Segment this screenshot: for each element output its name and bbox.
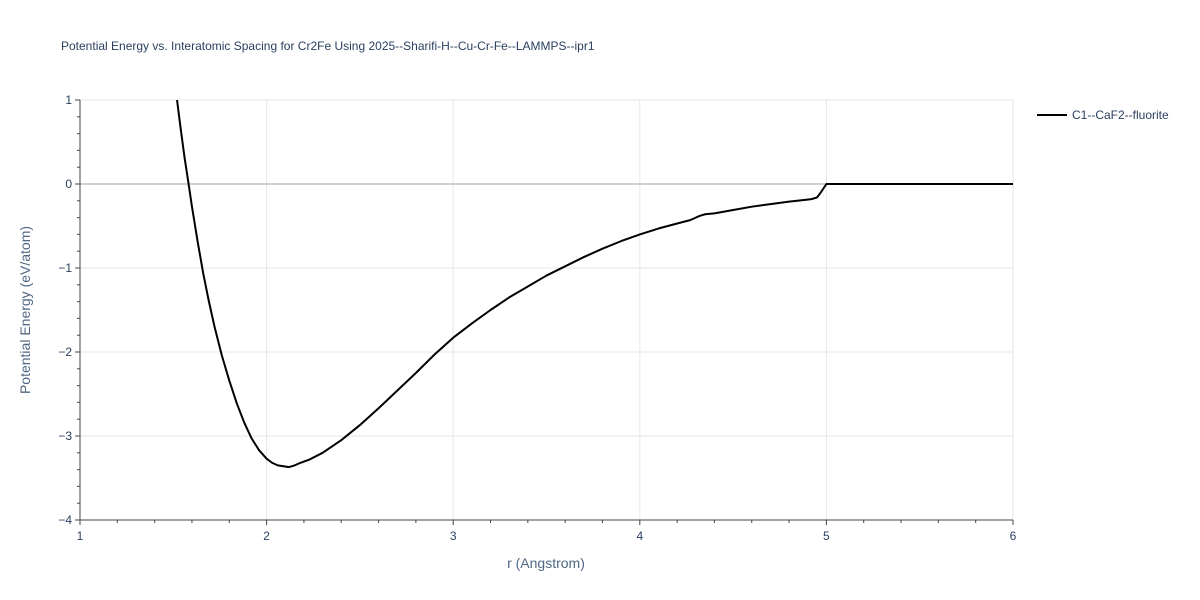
y-axis-title: Potential Energy (eV/atom) (17, 226, 33, 394)
legend-label: C1--CaF2--fluorite (1072, 108, 1169, 122)
y-tick-label: 1 (65, 93, 72, 107)
x-tick-label: 1 (77, 529, 84, 543)
legend[interactable]: C1--CaF2--fluorite (1037, 108, 1169, 122)
y-tick-label: 0 (65, 177, 72, 191)
x-axis-title: r (Angstrom) (507, 555, 585, 571)
series-line (176, 99, 1013, 469)
chart-title: Potential Energy vs. Interatomic Spacing… (61, 39, 595, 53)
axes: 1 2 3 4 5 6 1 0 −1 −2 −3 −4 (58, 93, 1016, 543)
y-tick-label: −4 (58, 513, 72, 527)
x-tick-label: 5 (823, 529, 830, 543)
x-tick-label: 3 (450, 529, 457, 543)
series-layer (176, 99, 1013, 469)
x-tick-label: 6 (1010, 529, 1017, 543)
grid-lines (80, 99, 1014, 520)
y-tick-label: −1 (58, 261, 72, 275)
y-tick-label: −2 (58, 345, 72, 359)
y-tick-label: −3 (58, 429, 72, 443)
x-tick-label: 4 (636, 529, 643, 543)
x-tick-label: 2 (263, 529, 270, 543)
